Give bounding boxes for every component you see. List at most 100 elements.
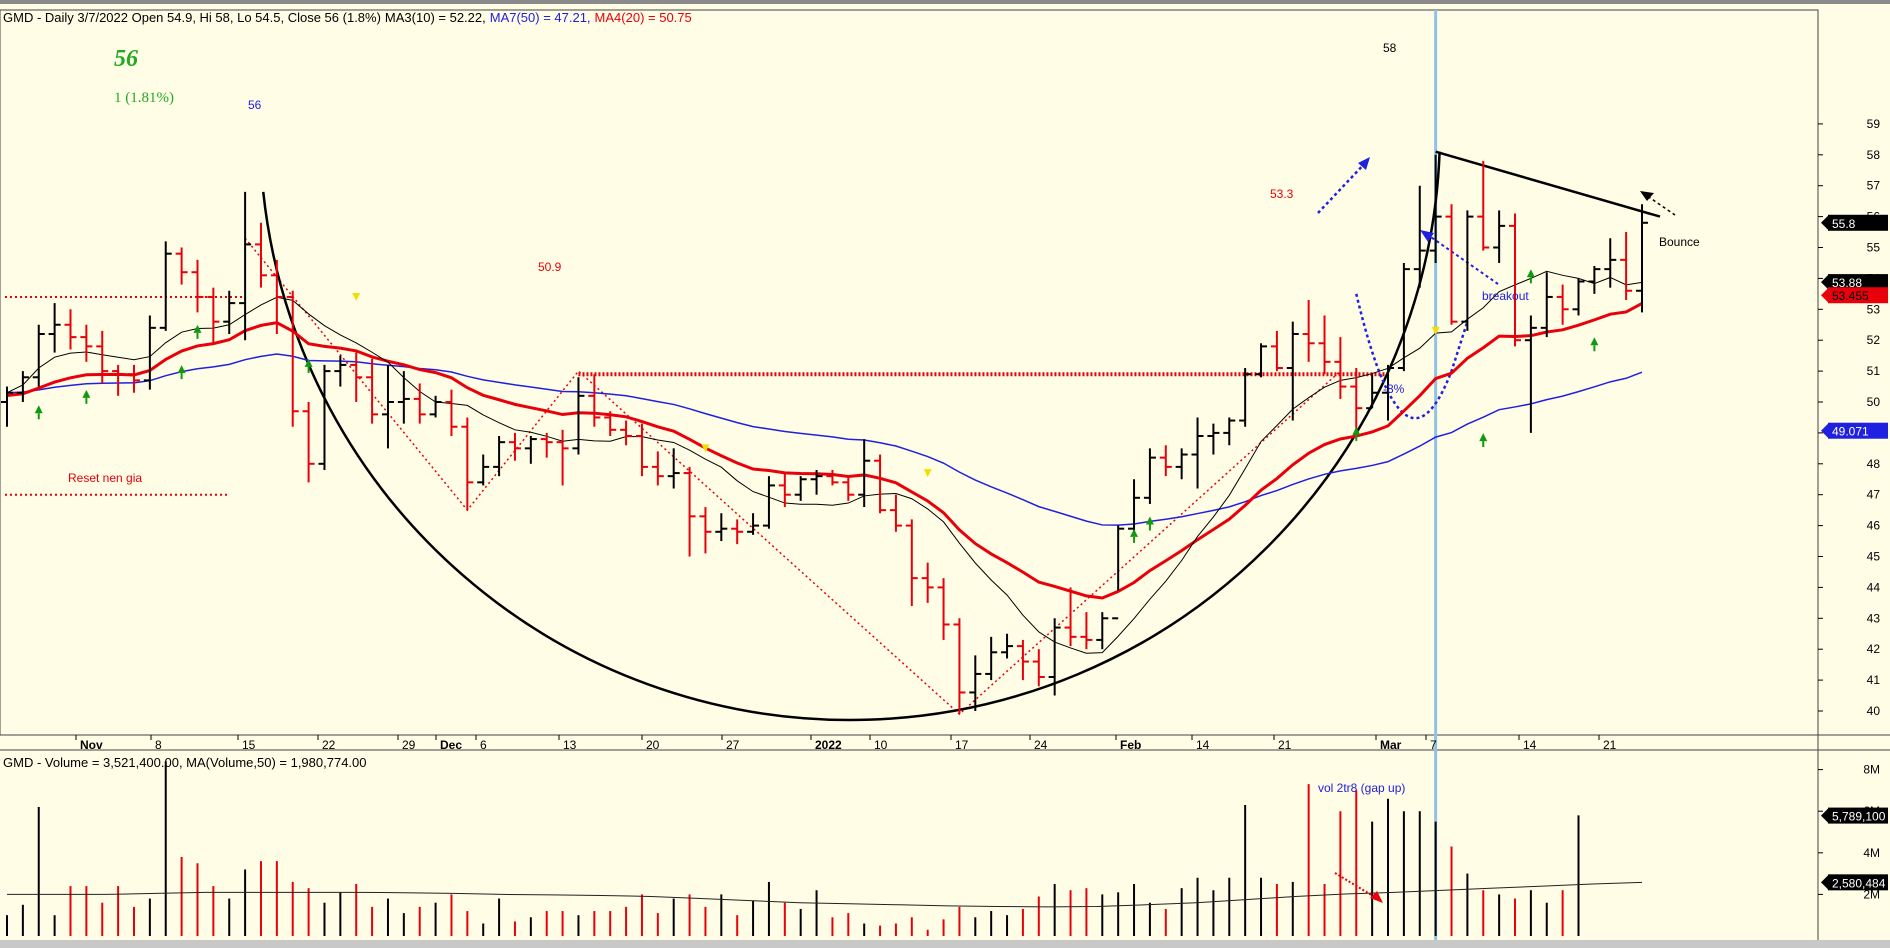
price-tag-2-text: 53.455: [1832, 289, 1869, 303]
breakout-arrow-head: [1420, 230, 1434, 242]
x-tick-label-18: 7: [1430, 738, 1437, 752]
annotation-5: breakout: [1482, 289, 1529, 303]
x-tick-label-15: 14: [1196, 738, 1210, 752]
x-tick-label-12: 17: [955, 738, 969, 752]
x-tick-label-8: 20: [646, 738, 660, 752]
y-tick-label-42: 42: [1867, 642, 1881, 656]
y-tick-label-48: 48: [1867, 457, 1881, 471]
x-tick-label-11: 10: [874, 738, 888, 752]
ohlc-bars: [1, 154, 1648, 715]
y-tick-label-45: 45: [1867, 550, 1881, 564]
y-tick-label-58: 58: [1867, 148, 1881, 162]
price-change: 1 (1.81%): [114, 90, 174, 106]
buy-arrow-10: [1145, 516, 1154, 525]
y-tick-label-43: 43: [1867, 611, 1881, 625]
annotations: 56 50.9 53.3 58 Reset nen gia breakout -8% Boun…: [68, 41, 1700, 485]
ma50-line: [6, 353, 1643, 526]
ma20-series: [6, 302, 1643, 600]
y-tick-label-57: 57: [1867, 179, 1881, 193]
annotation-2: 53.3: [1270, 187, 1294, 201]
handle-trendline: [1435, 150, 1661, 218]
volume-tag-0-bg: [1828, 807, 1888, 824]
price-tag-3-bg: [1828, 422, 1888, 439]
buy-arrow-5: [1352, 426, 1361, 435]
mini-cup-dotted: [1355, 293, 1469, 420]
y-tick-label-55: 55: [1867, 241, 1881, 255]
price-pane-border: [0, 9, 1819, 736]
x-tick-label-0: Nov: [80, 738, 103, 752]
x-tick-label-1: 8: [155, 738, 162, 752]
x-tick-label-20: 21: [1603, 738, 1617, 752]
x-tick-label-2: 15: [242, 738, 256, 752]
price-tag-3-text: 49.071: [1832, 425, 1869, 439]
volume-annotation: vol 2tr8 (gap up): [1318, 781, 1405, 795]
y-tick-label-47: 47: [1867, 488, 1881, 502]
x-tick-label-14: Feb: [1120, 738, 1141, 752]
volume-bars: [6, 761, 1580, 936]
buy-arrow-2: [177, 365, 186, 374]
y-tick-label-41: 41: [1867, 673, 1881, 687]
x-tick-label-7: 13: [563, 738, 577, 752]
buy-arrow-6: [1479, 433, 1488, 442]
volume-tag-1-pointer: [1821, 875, 1828, 890]
annotation-0: 56: [248, 98, 262, 112]
vol-tick-label-4: 4M: [1863, 846, 1880, 860]
price-tag-1-bg: [1828, 274, 1888, 291]
annotation-6: -8%: [1383, 382, 1405, 396]
volume-gap-arrow-head: [1370, 891, 1383, 903]
price-big: 56: [114, 46, 138, 72]
symbol-info: GMD - Daily 3/7/2022 Open 54.9, Hi 58, L…: [3, 10, 381, 25]
y-tick-label-51: 51: [1867, 364, 1881, 378]
price-axis: 4041424344454647484950515253545556575859: [1818, 117, 1880, 718]
volume-tag-0-text: 5,789,100: [1832, 810, 1886, 824]
ma10-legend: MA3(10) = 52.22,: [384, 10, 486, 25]
annotation-3: 58: [1383, 41, 1397, 55]
price-tag-3-pointer: [1821, 423, 1828, 438]
buy-arrow-8: [1590, 337, 1599, 346]
volume-gap-arrow: [1334, 872, 1379, 900]
y-tick-label-53: 53: [1867, 302, 1881, 316]
price-tag-1-text: 53.88: [1832, 276, 1862, 290]
buy-arrow-0: [34, 405, 43, 414]
zigzag-line: [244, 237, 1341, 716]
signal-arrows: [34, 269, 1599, 543]
volume-tag-1-text: 2,580,484: [1832, 876, 1886, 890]
ma50-legend: MA7(50) = 47.21,: [489, 10, 591, 25]
annotation-4: Reset nen gia: [68, 471, 142, 485]
vol-tick-label-2: 2M: [1863, 887, 1880, 901]
x-tick-label-10: 2022: [815, 738, 842, 752]
ma50-series: [6, 353, 1643, 526]
up-arrow-head: [1358, 157, 1370, 170]
x-tick-label-17: Mar: [1380, 738, 1402, 752]
y-tick-label-59: 59: [1867, 117, 1881, 131]
warn-arrow-3: [1431, 326, 1440, 335]
volume-ma-line: vol 2tr8 (gap up): [7, 781, 1643, 908]
y-tick-label-50: 50: [1867, 395, 1881, 409]
breakout-arrow-dotted: [1427, 234, 1499, 285]
price-tag-2-bg: [1828, 287, 1888, 304]
date-axis: Nov 8 15 22 29 Dec 6 13 20 27 2022 10 17 24 Feb 14 21 Mar…: [75, 735, 1617, 752]
warn-arrow-0: [352, 292, 361, 301]
ma20-legend: MA4(20) = 50.75: [594, 10, 692, 25]
buy-arrow-3: [193, 324, 202, 333]
volume-tag-1-bg: [1828, 874, 1888, 891]
x-tick-label-13: 24: [1034, 738, 1048, 752]
y-tick-label-52: 52: [1867, 333, 1881, 347]
cup-drawing: [5, 150, 1676, 722]
bounce-arrow-head: [1640, 191, 1654, 201]
cup-arc: [262, 151, 1441, 722]
price-tag-1-pointer: [1821, 275, 1828, 290]
y-tick-label-46: 46: [1867, 519, 1881, 533]
sheet-tabs-strip: [0, 940, 1890, 948]
chart-frame: [0, 9, 1890, 940]
price-tag-0-pointer: [1821, 215, 1828, 230]
buy-arrow-4: [304, 358, 313, 367]
x-tick-label-9: 27: [726, 738, 740, 752]
price-pane-header: GMD - Daily 3/7/2022 Open 54.9, Hi 58, L…: [3, 10, 696, 25]
x-tick-label-19: 14: [1523, 738, 1537, 752]
annotation-7: Bounce: [1659, 235, 1700, 249]
y-tick-label-44: 44: [1867, 580, 1881, 594]
volume-ma50-line: [7, 881, 1643, 908]
